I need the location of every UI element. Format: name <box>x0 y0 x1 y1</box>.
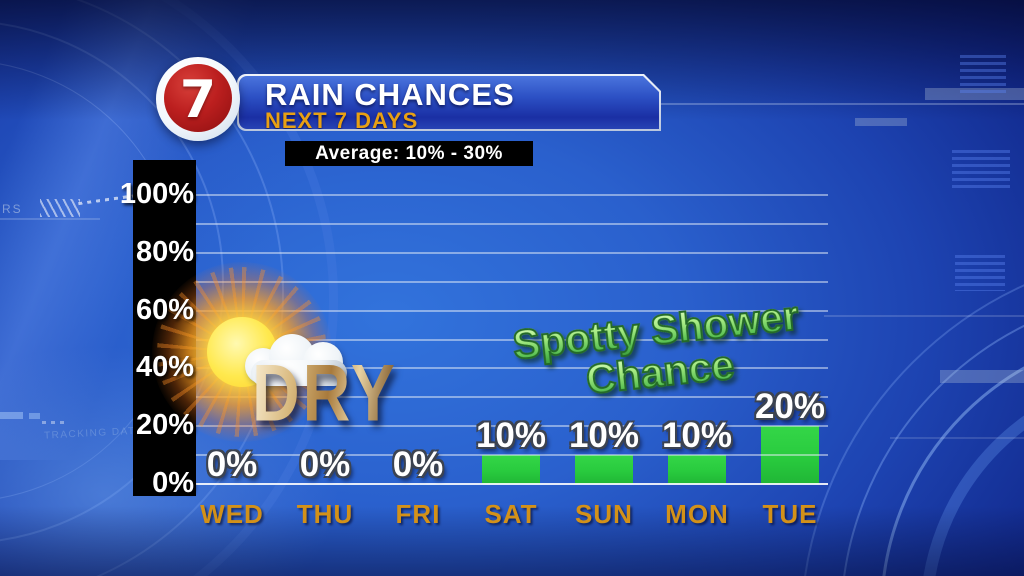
value-label-fri: 0% <box>392 445 444 484</box>
page-subtitle: NEXT 7 DAYS <box>265 108 419 133</box>
gridline-70 <box>196 280 828 283</box>
bg-bar <box>940 370 1024 383</box>
bg-line <box>824 315 1024 317</box>
gridline-10 <box>196 454 828 457</box>
day-label-fri: FRI <box>395 499 441 529</box>
y-tick-80: 80% <box>135 235 194 268</box>
bar-mon <box>668 455 726 484</box>
day-label-sun: SUN <box>575 499 633 529</box>
day-label-mon: MON <box>665 499 729 529</box>
header-banner: RAIN CHANCES NEXT 7 DAYS <box>237 74 661 131</box>
y-tick-40: 40% <box>135 351 194 384</box>
bg-dashes <box>952 150 1010 192</box>
bg-bar <box>925 88 1024 100</box>
bg-bar <box>29 413 40 419</box>
cloud-puff <box>251 360 347 386</box>
gridline-90 <box>196 222 828 225</box>
gridline-60 <box>196 309 828 312</box>
value-label-thu: 0% <box>299 445 351 484</box>
value-label-wed: 0% <box>206 445 258 484</box>
gridline-80 <box>196 251 828 254</box>
day-label-wed: WED <box>200 499 264 529</box>
bg-line <box>890 437 1024 439</box>
bg-bar <box>855 118 907 126</box>
bar-sat <box>482 455 540 484</box>
channel-7-logo-number: 7 <box>179 70 217 130</box>
station-logo-circle: 7 <box>164 64 232 132</box>
bg-dashes <box>960 55 1006 93</box>
value-label-mon: 10% <box>661 416 733 456</box>
bg-text-rs: RS <box>2 202 23 216</box>
bg-bar <box>0 412 23 419</box>
gridline-20 <box>196 425 828 428</box>
bg-hatch <box>40 199 80 217</box>
header-banner-fill: RAIN CHANCES NEXT 7 DAYS <box>239 76 659 129</box>
gridline-0 <box>196 483 828 485</box>
plot-area <box>196 194 828 485</box>
station-logo: 7 <box>156 57 240 141</box>
page-title: RAIN CHANCES <box>265 77 515 112</box>
bg-arc <box>0 0 338 576</box>
dry-annotation: DRY <box>252 347 398 438</box>
average-banner: Average: 10% - 30% <box>285 141 533 166</box>
day-label-sat: SAT <box>484 499 538 529</box>
bg-line <box>660 103 1024 105</box>
bg-line <box>0 218 100 220</box>
bar-sun <box>575 455 633 484</box>
bg-bottom-shade <box>0 506 1024 576</box>
gridline-30 <box>196 396 828 399</box>
y-tick-100: 100% <box>119 178 194 210</box>
y-tick-60: 60% <box>135 293 194 326</box>
day-label-tue: TUE <box>762 499 818 529</box>
gridline-40 <box>196 367 828 370</box>
average-banner-text: Average: 10% - 30% <box>315 142 503 164</box>
y-tick-20: 20% <box>135 409 194 442</box>
y-tick-0: 0% <box>152 467 194 499</box>
day-label-thu: THU <box>296 499 354 529</box>
bg-dashes <box>955 255 1005 291</box>
value-label-sat: 10% <box>475 416 547 456</box>
bg-dashes <box>42 421 64 424</box>
value-label-tue: 20% <box>754 387 826 427</box>
gridline-50 <box>196 338 828 341</box>
value-label-sun: 10% <box>568 416 640 456</box>
cloud-icon <box>243 332 353 388</box>
gridline-100 <box>196 194 828 196</box>
